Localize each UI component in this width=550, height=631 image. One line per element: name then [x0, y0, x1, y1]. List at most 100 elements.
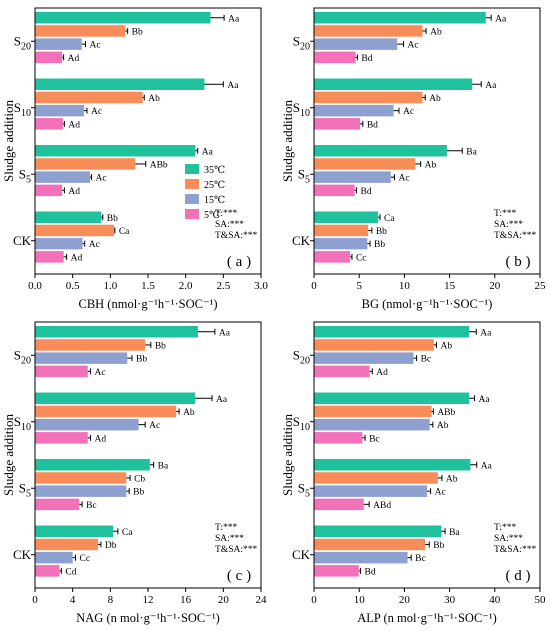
bar — [35, 432, 88, 444]
significance-label: Ac — [403, 107, 414, 117]
bar — [35, 104, 84, 117]
significance-label: Ab — [148, 94, 160, 104]
significance-label: Ac — [91, 107, 102, 117]
significance-label: Bd — [360, 187, 371, 197]
category-label: S10 — [14, 414, 31, 433]
category-label: CK — [292, 547, 311, 562]
stats-annotation: SA:*** — [215, 534, 244, 544]
significance-label: Ca — [384, 214, 395, 224]
significance-label: Ab — [425, 160, 437, 170]
category-label: S10 — [293, 100, 310, 119]
x-axis-label: ALP (n mol·g⁻¹h⁻¹·SOC⁻¹) — [357, 611, 497, 625]
x-tick-label: 20 — [218, 594, 230, 606]
significance-label: ABd — [373, 501, 391, 511]
bar — [314, 51, 356, 64]
legend-swatch — [185, 194, 199, 204]
significance-label: Bb — [374, 240, 385, 250]
x-tick-label: 50 — [535, 594, 547, 606]
category-label: S10 — [14, 100, 31, 119]
bar — [35, 352, 128, 364]
significance-label: Bd — [361, 54, 372, 64]
panel-label: ( d ) — [506, 568, 531, 584]
x-tick-label: 8 — [108, 594, 114, 606]
significance-label: Ab — [183, 408, 195, 418]
significance-label: Aa — [495, 14, 507, 24]
significance-label: Ca — [119, 227, 130, 237]
x-tick-label: 16 — [180, 594, 192, 606]
significance-label: Aa — [485, 81, 497, 91]
bar — [35, 392, 196, 404]
stats-annotation: T:*** — [494, 523, 516, 533]
panel-label: ( c ) — [227, 568, 251, 584]
bar — [314, 565, 359, 577]
significance-label: Ba — [466, 147, 477, 157]
x-tick-label: 25 — [535, 280, 547, 292]
significance-label: Ac — [95, 368, 106, 378]
significance-label: Ac — [89, 41, 100, 51]
significance-label: Bc — [415, 554, 426, 564]
x-tick-label: 2.0 — [179, 280, 193, 292]
bar — [35, 418, 139, 431]
significance-label: Cc — [79, 554, 90, 564]
bar — [314, 145, 447, 157]
bar — [35, 498, 80, 511]
bar — [35, 365, 88, 378]
x-tick-label: 10 — [354, 594, 366, 606]
bar — [314, 38, 398, 50]
bar — [35, 326, 198, 338]
bar — [35, 145, 196, 157]
chart-panel-c: Aa Bb Bb Ac S20 Aa Ab Ac Ad S10 Ba Cb Bb Bc S5 Ca Db CcCd… — [1, 321, 267, 625]
chart-panel-b: Aa Ab Ac Bd S20 Aa Ab Ac Bd S10 Ba Ab Ac Bd S5 Ca Bb Bb Cc… — [280, 7, 547, 311]
bar — [314, 538, 426, 551]
significance-label: Ac — [435, 488, 446, 498]
significance-label: Aa — [480, 328, 492, 338]
significance-label: Bd — [365, 567, 376, 577]
bar — [314, 365, 370, 378]
bar — [35, 25, 126, 37]
bar — [35, 485, 127, 497]
y-axis-label: Sludge addition — [1, 414, 16, 496]
significance-label: Aa — [478, 395, 490, 405]
x-tick-label: 12 — [143, 594, 154, 606]
bar — [314, 91, 423, 104]
significance-label: Ad — [376, 368, 388, 378]
category-label: S5 — [298, 480, 310, 499]
x-tick-label: 0 — [311, 594, 317, 606]
x-tick-label: 2.5 — [216, 280, 230, 292]
x-tick-label: 0 — [32, 594, 38, 606]
significance-label: Aa — [216, 395, 228, 405]
significance-label: Ac — [398, 174, 409, 184]
bar — [314, 326, 470, 338]
bar — [314, 184, 355, 197]
x-tick-label: 1.5 — [141, 280, 155, 292]
y-axis-label: Sludge addition — [280, 100, 295, 182]
bar — [314, 224, 369, 237]
bar — [35, 78, 205, 90]
legend-label: 25℃ — [204, 180, 225, 191]
bar — [314, 251, 351, 263]
stats-annotation: T&SA:*** — [494, 231, 536, 241]
stats-annotation: T&SA:*** — [215, 545, 257, 555]
x-tick-label: 15 — [444, 280, 456, 292]
panel-label: ( b ) — [506, 254, 531, 270]
legend-swatch — [185, 209, 199, 219]
significance-label: Aa — [481, 461, 493, 471]
bar — [35, 525, 114, 537]
significance-label: Bc — [369, 434, 380, 444]
stats-annotation: SA:*** — [494, 220, 523, 230]
bar — [314, 418, 430, 431]
bar — [35, 405, 177, 418]
x-tick-label: 0.5 — [66, 280, 80, 292]
bar — [35, 38, 82, 50]
x-tick-label: 3.0 — [254, 280, 268, 292]
bar — [314, 12, 486, 24]
bar — [314, 551, 408, 564]
bar — [35, 339, 146, 351]
category-label: CK — [292, 233, 311, 248]
stats-annotation: T&SA:*** — [494, 545, 536, 555]
bar — [35, 459, 150, 471]
bar — [35, 472, 127, 484]
stats-annotation: SA:*** — [494, 534, 523, 544]
significance-label: Bb — [155, 341, 166, 351]
bar — [35, 12, 211, 24]
